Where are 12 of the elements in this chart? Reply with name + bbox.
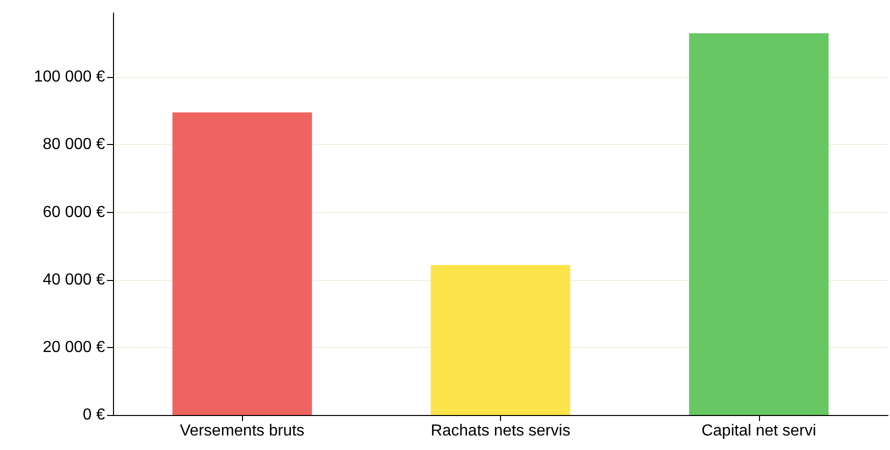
x-tick-label: Capital net servi xyxy=(701,422,816,440)
y-tick-label: 80 000 € xyxy=(42,136,106,154)
y-tick-label: 60 000 € xyxy=(42,204,106,221)
y-tick-label: 0 € xyxy=(82,406,106,424)
bar xyxy=(689,33,829,415)
y-tick-label: 20 000 € xyxy=(42,338,106,356)
bar xyxy=(430,265,570,415)
bar xyxy=(172,112,312,415)
y-tick-label: 40 000 € xyxy=(42,271,106,288)
x-tick-label: Rachats nets servis xyxy=(430,422,570,440)
x-tick-label: Versements bruts xyxy=(180,422,304,440)
y-tick-label: 100 000 € xyxy=(34,68,106,86)
